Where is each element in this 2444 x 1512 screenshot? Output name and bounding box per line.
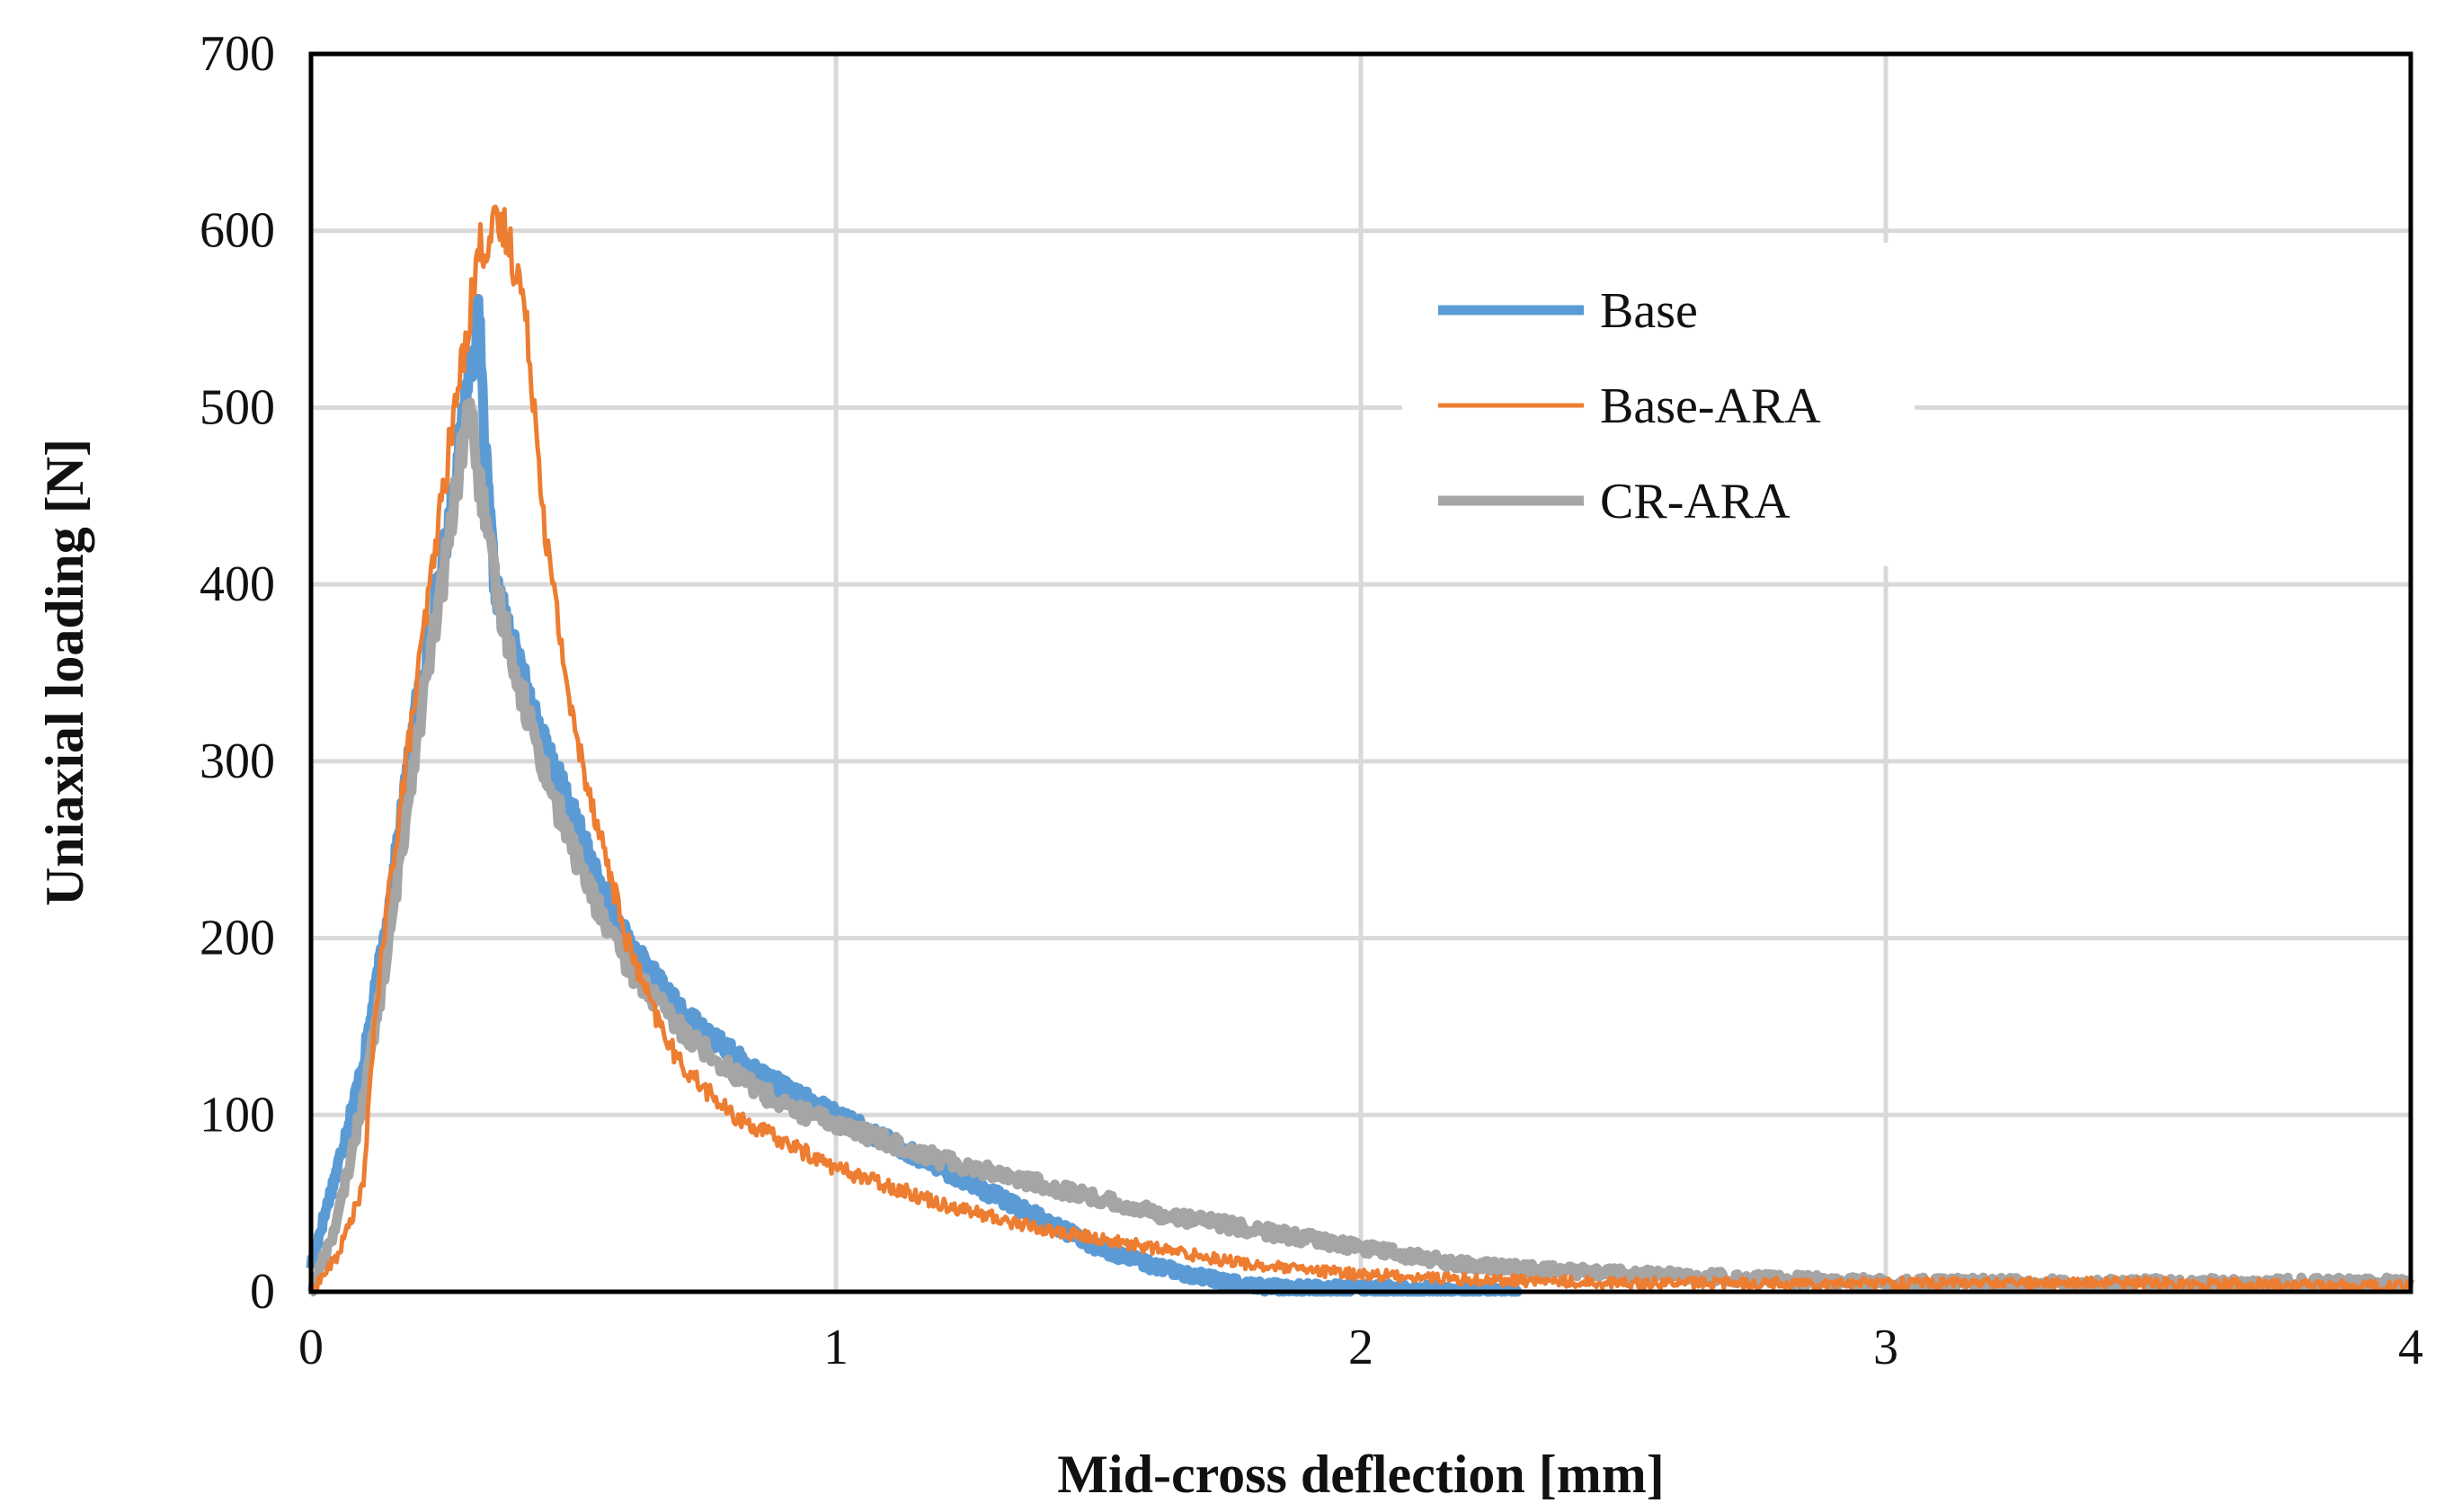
x-tick-label: 0 <box>298 1320 324 1375</box>
x-tick-label: 2 <box>1348 1320 1373 1375</box>
x-tick-label: 3 <box>1873 1320 1898 1375</box>
legend-label: Base-ARA <box>1600 378 1821 434</box>
plot-frame <box>308 51 2413 1294</box>
legend: Base Base-ARA CR-ARA <box>1402 243 1915 566</box>
y-tick-label: 500 <box>200 379 275 435</box>
y-tick-label: 400 <box>200 556 275 612</box>
y-tick-label: 600 <box>200 203 275 259</box>
x-tick-label: 1 <box>823 1320 849 1375</box>
legend-label: CR-ARA <box>1600 474 1791 529</box>
y-tick-label: 200 <box>200 911 275 966</box>
y-tick-label: 0 <box>250 1264 275 1320</box>
series-line-base-ara <box>308 204 2413 1294</box>
y-axis-title: Uniaxial loading [N] <box>35 439 94 906</box>
series-line-cr-ara <box>307 397 2415 1297</box>
y-tick-label: 300 <box>200 734 275 789</box>
tick-labels: 0 1 2 3 4 0 100 200 300 400 500 600 700 <box>200 26 2423 1375</box>
x-tick-label: 4 <box>2398 1320 2423 1375</box>
y-tick-label: 700 <box>200 26 275 82</box>
legend-label: Base <box>1600 283 1698 339</box>
y-tick-label: 100 <box>200 1087 275 1143</box>
x-axis-title: Mid-cross deflection [mm] <box>1057 1445 1664 1504</box>
